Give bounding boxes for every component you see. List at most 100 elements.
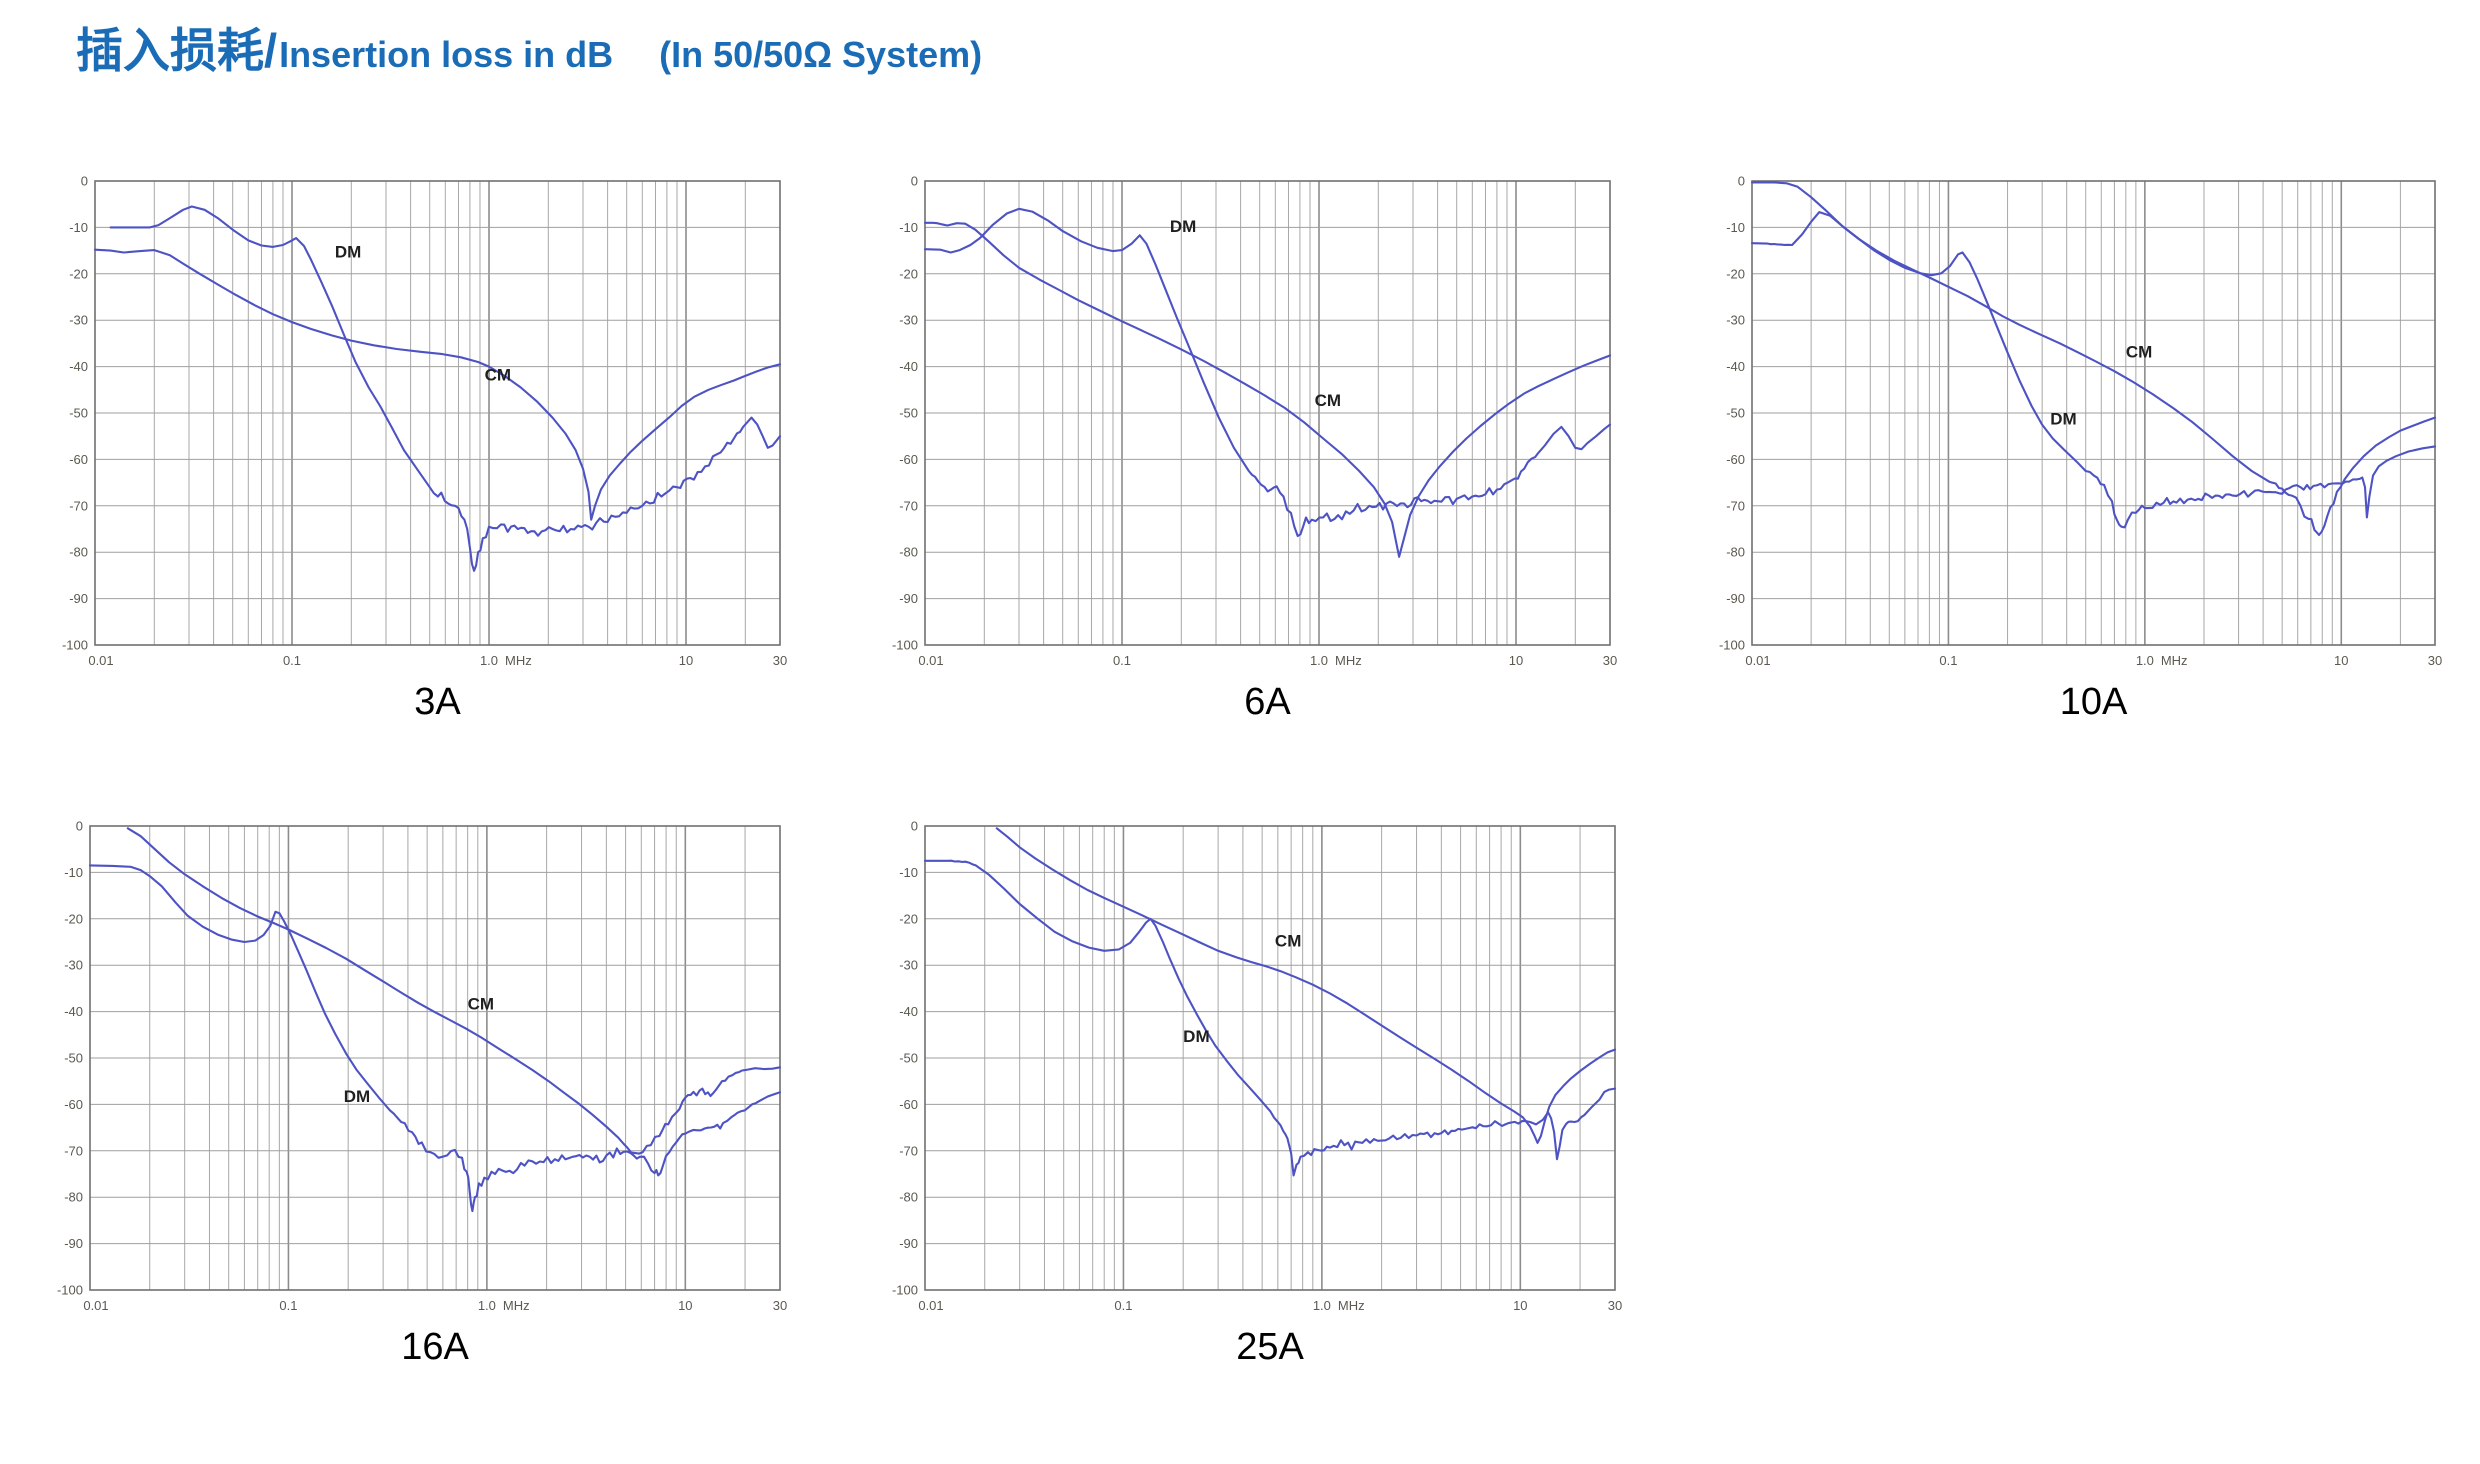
x-tick-label: 0.01 [918,1298,943,1313]
x-tick-label: 30 [1603,653,1617,668]
x-tick-label: 0.1 [1113,653,1131,668]
x-tick-label: 10 [1513,1298,1527,1313]
plot-border [94,180,781,646]
y-tick-label: -60 [69,452,88,467]
x-axis-unit: MHz [2161,653,2188,668]
curve-cm-6A [923,221,1612,558]
x-tick-label: 10 [678,1298,692,1313]
y-tick-label: -100 [1719,638,1745,653]
x-tick-label: 30 [2428,653,2442,668]
curve-cm-3A [93,248,782,521]
grid [90,826,780,1290]
x-axis-unit: MHz [1338,1298,1365,1313]
series-label-dm: DM [2050,410,2076,429]
y-tick-label: -60 [1726,452,1745,467]
y-tick-label: 0 [76,819,83,834]
y-tick-label: -100 [892,1283,918,1298]
chart-caption: 16A [401,1326,469,1368]
curve-cm-16A [126,827,782,1155]
y-tick-label: -40 [899,359,918,374]
chart-caption: 3A [414,681,461,723]
y-tick-label: -90 [1726,591,1745,606]
y-tick-label: -20 [899,266,918,281]
title-english: Insertion loss in dB [279,34,614,75]
y-tick-label: -20 [64,911,83,926]
x-tick-label: 0.01 [88,653,113,668]
x-tick-label: 1.0 [2136,653,2154,668]
series-label-dm: DM [1183,1027,1209,1046]
y-tick-label: -10 [64,865,83,880]
x-axis-unit: MHz [1335,653,1362,668]
plot-border [89,825,781,1291]
y-tick-label: -100 [892,638,918,653]
x-tick-label: 1.0 [1313,1298,1331,1313]
y-tick-label: -30 [1726,313,1745,328]
y-tick-label: -80 [899,545,918,560]
y-tick-label: -10 [1726,220,1745,235]
y-tick-label: -40 [64,1004,83,1019]
y-tick-label: -90 [64,1236,83,1251]
x-tick-label: 0.1 [1939,653,1957,668]
y-tick-label: -10 [69,220,88,235]
x-tick-label: 0.01 [918,653,943,668]
y-tick-label: -90 [899,1236,918,1251]
x-tick-label: 0.1 [1114,1298,1132,1313]
curve-cm-10A [1750,181,2437,537]
curve-cm-25A [995,827,1617,1144]
series-label-dm: DM [344,1087,370,1106]
series-label-cm: CM [485,366,511,385]
curve-dm-16A [88,864,782,1213]
y-tick-label: 0 [911,174,918,189]
curve-dm-6A [923,207,1612,538]
y-tick-label: -50 [64,1051,83,1066]
y-tick-label: -30 [69,313,88,328]
y-tick-label: -60 [899,452,918,467]
x-tick-label: 1.0 [480,653,498,668]
chart-caption: 6A [1244,681,1291,723]
y-tick-label: -80 [899,1190,918,1205]
curve-dm-10A [1750,211,2437,529]
y-tick-label: -60 [899,1097,918,1112]
y-tick-label: 0 [81,174,88,189]
y-tick-label: -70 [69,498,88,513]
y-tick-label: -10 [899,865,918,880]
x-tick-label: 0.01 [1745,653,1770,668]
plot-border [924,180,1611,646]
curve-dm-3A [109,205,782,572]
x-tick-label: 30 [773,653,787,668]
y-tick-label: -10 [899,220,918,235]
series-label-dm: DM [335,243,361,262]
y-tick-label: -90 [899,591,918,606]
x-tick-label: 0.01 [83,1298,108,1313]
y-tick-label: -90 [69,591,88,606]
y-tick-label: -50 [69,406,88,421]
x-tick-label: 1.0 [1310,653,1328,668]
y-tick-label: -30 [899,958,918,973]
grid [925,826,1615,1290]
y-tick-label: -100 [57,1283,83,1298]
y-tick-label: -80 [69,545,88,560]
y-tick-label: -40 [69,359,88,374]
series-label-cm: CM [468,994,494,1013]
grid [1752,181,2435,645]
y-tick-label: -20 [69,266,88,281]
y-tick-label: 0 [911,819,918,834]
y-tick-label: -40 [899,1004,918,1019]
grid [925,181,1610,645]
page-title: 插入损耗/Insertion loss in dB (In 50/50Ω Syst… [76,12,982,81]
x-axis-unit: MHz [503,1298,530,1313]
x-tick-label: 0.1 [283,653,301,668]
y-tick-label: -50 [1726,406,1745,421]
y-tick-label: -40 [1726,359,1745,374]
y-tick-label: -70 [899,498,918,513]
y-tick-label: -20 [1726,266,1745,281]
y-tick-label: -70 [1726,498,1745,513]
x-tick-label: 30 [773,1298,787,1313]
x-tick-label: 0.1 [279,1298,297,1313]
